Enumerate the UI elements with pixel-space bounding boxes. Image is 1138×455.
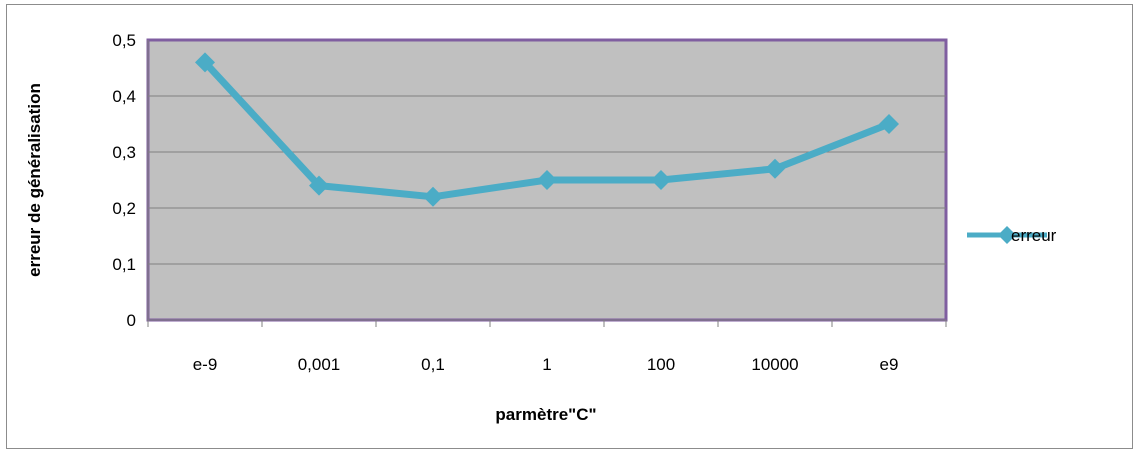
x-axis-title: parmètre"C" [495,405,596,424]
data-point-marker [651,170,671,190]
x-tick-labels: e-9 0,001 0,1 1 100 10000 e9 [193,355,899,374]
y-tick-label: 0,2 [112,199,136,218]
legend-label: erreur [1011,226,1057,245]
x-tick-label: 0,1 [421,355,445,374]
grid-lines [148,95,946,265]
x-tick-label: 10000 [751,355,798,374]
y-axis-title: erreur de généralisation [25,83,44,277]
data-point-marker [423,186,443,207]
y-tick-label: 0,1 [112,255,136,274]
legend-marker-icon [998,226,1016,244]
line-chart: 00,10,20,30,40,5 e-9 0,001 0,1 1 100 10000 e9 … [25,31,1057,424]
data-point-marker [195,52,215,73]
series-erreur [195,52,899,207]
y-tick-label: 0,4 [112,87,136,106]
data-point-marker [879,114,899,134]
data-point-marker [765,158,785,179]
x-tick-label: e-9 [193,355,218,374]
x-tick-label: 100 [647,355,675,374]
legend: erreur [967,226,1057,245]
y-tick-label: 0,5 [112,31,136,50]
axes [147,40,947,327]
y-tick-labels: 0 0,1 0,2 0,3 0,4 0,5 [112,31,136,330]
y-tick-label: 0,3 [112,143,136,162]
data-point-marker [309,175,329,196]
x-tick-label: 1 [542,355,551,374]
y-tick-label: 0 [127,311,136,330]
x-tick-label: 0,001 [298,355,341,374]
chart-frame: 0 0,1 0,2 0,3 0,4 0,5 e-9 0,001 0,1 1 100 10000 e9 … [6,4,1133,449]
data-point-marker [537,170,557,190]
x-tick-label: e9 [880,355,899,374]
